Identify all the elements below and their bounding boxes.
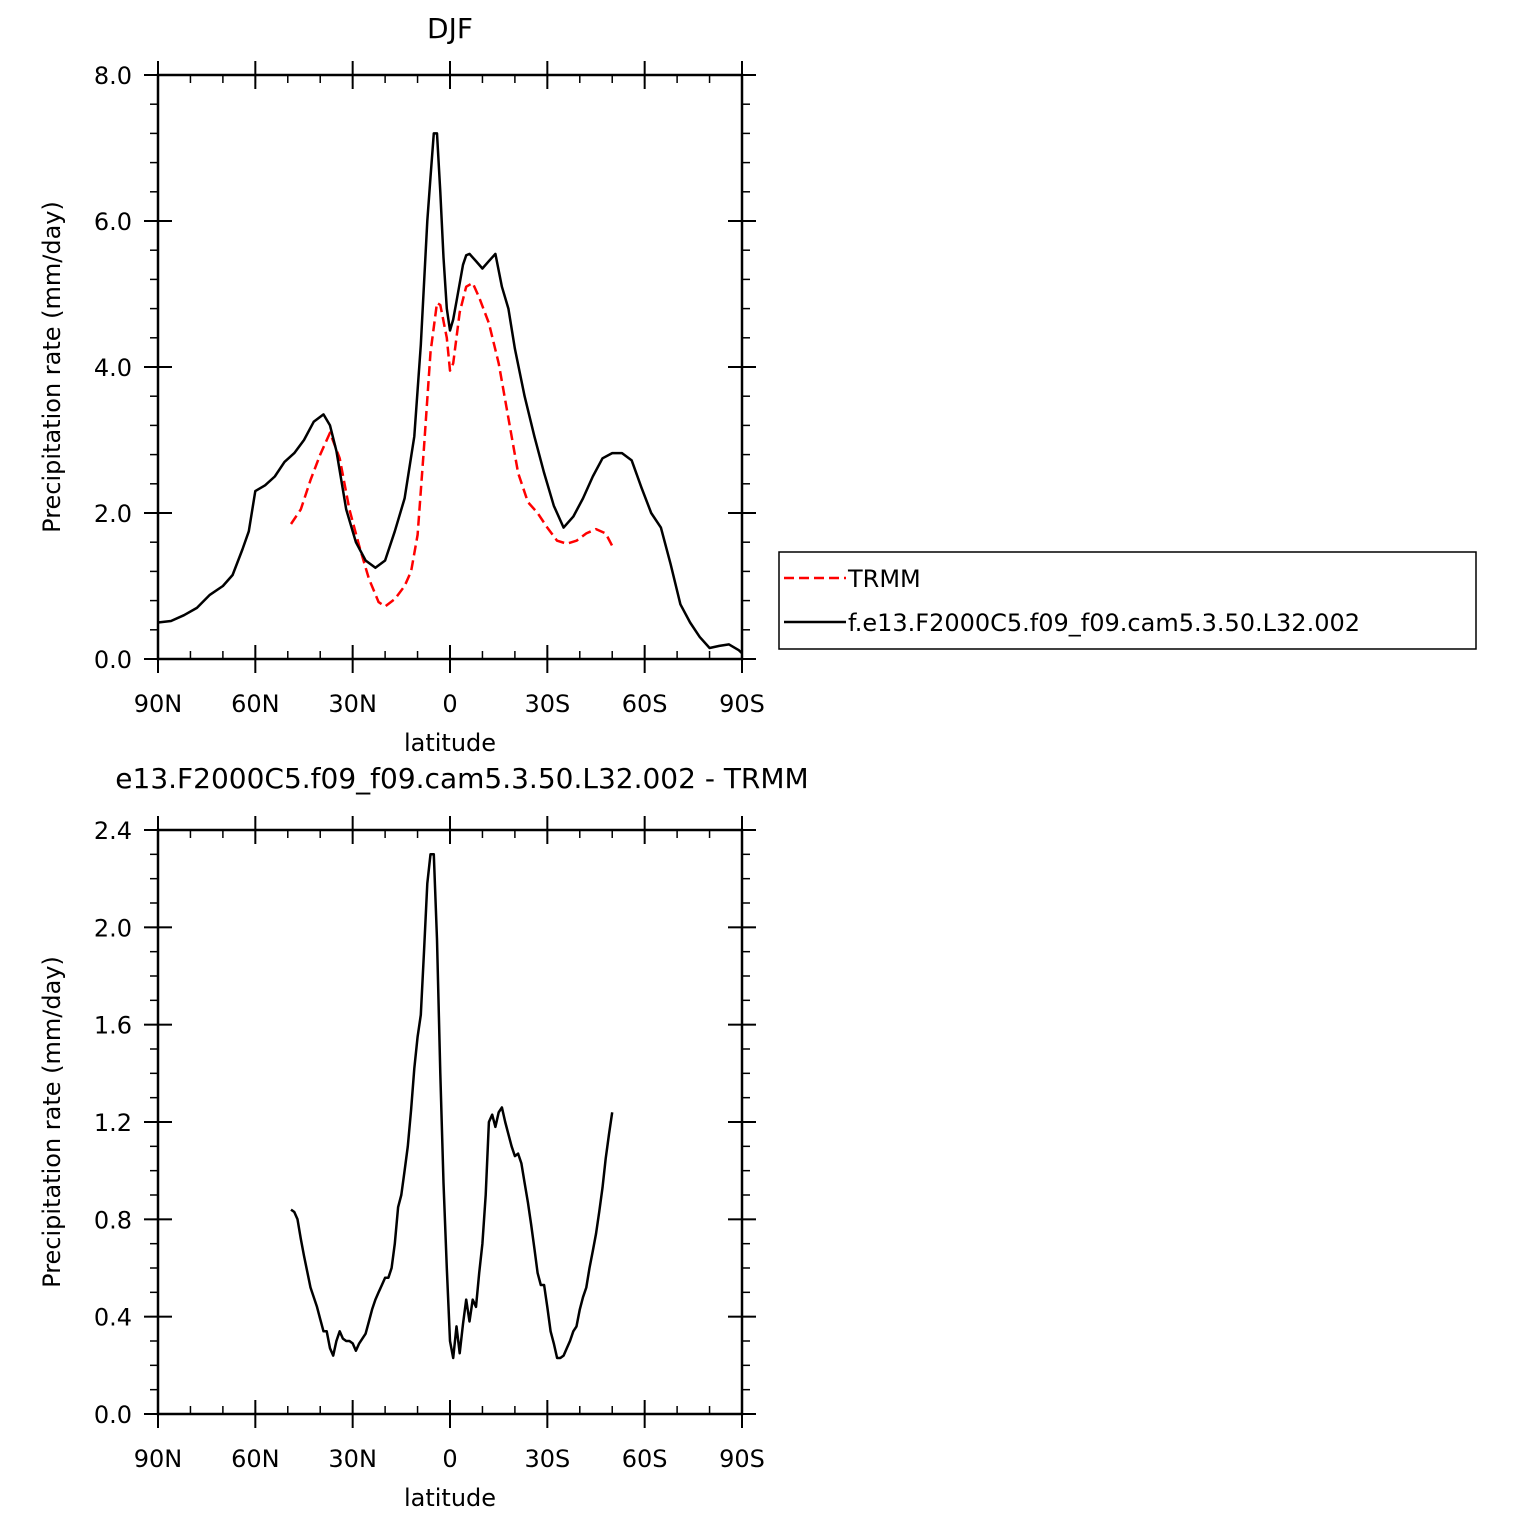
x-tick-label: 0	[442, 690, 457, 718]
x-tick-label: 30N	[328, 1445, 377, 1473]
chart-difference: e13.F2000C5.f09_f09.cam5.3.50.L32.002 - …	[38, 762, 809, 1512]
y-axis-label: Precipitation rate (mm/day)	[38, 956, 66, 1288]
y-tick-label: 2.0	[94, 914, 132, 942]
series-line-f-e13-f2000c5-f09-f09-cam5-3-50-l32-002	[157, 132, 743, 655]
chart-title: e13.F2000C5.f09_f09.cam5.3.50.L32.002 - …	[115, 762, 808, 795]
y-tick-label: 2.0	[94, 500, 132, 528]
legend-label-trmm: TRMM	[847, 565, 921, 593]
y-tick-label: 0.8	[94, 1206, 132, 1234]
x-tick-label: 30N	[328, 690, 377, 718]
x-tick-label: 60S	[622, 1445, 668, 1473]
x-axis-label: latitude	[404, 1484, 496, 1512]
plot-frame	[156, 828, 744, 1416]
x-tick-label: 90S	[719, 690, 765, 718]
chart-series	[157, 132, 743, 655]
chart-series	[290, 853, 614, 1360]
y-tick-label: 1.2	[94, 1109, 132, 1137]
x-tick-labels: 90N 60N 30N 0 30S 60S 90S	[134, 1445, 765, 1473]
legend-box	[778, 551, 1477, 650]
y-tick-label: 4.0	[94, 354, 132, 382]
chart-title: DJF	[427, 12, 473, 45]
y-tick-labels: 0.0 0.4 0.8 1.2 1.6 2.0 2.4	[94, 817, 132, 1429]
plot-frame	[156, 73, 744, 661]
x-tick-label: 90N	[134, 1445, 183, 1473]
x-tick-label: 60N	[231, 690, 280, 718]
y-tick-labels: 0.0 2.0 4.0 6.0 8.0	[94, 62, 132, 674]
x-tick-label: 90S	[719, 1445, 765, 1473]
y-tick-label: 6.0	[94, 208, 132, 236]
x-axis-label: latitude	[404, 729, 496, 757]
series-line-trmm	[289, 281, 614, 608]
series-line-difference	[290, 853, 614, 1360]
x-tick-label: 30S	[524, 690, 570, 718]
chart-djf: DJF 90N 60N 30N 0 30S 60S 90S 0.02.04.06.08.0 …	[38, 12, 765, 757]
chart-ticks	[144, 61, 756, 673]
x-tick-label: 30S	[524, 1445, 570, 1473]
x-tick-label: 60S	[622, 690, 668, 718]
y-tick-label: 0.0	[94, 1401, 132, 1429]
x-tick-label: 90N	[134, 690, 183, 718]
y-tick-label: 2.4	[94, 817, 132, 845]
y-tick-label: 8.0	[94, 62, 132, 90]
legend: TRMM f.e13.F2000C5.f09_f09.cam5.3.50.L32…	[778, 551, 1477, 650]
x-tick-label: 0	[442, 1445, 457, 1473]
y-tick-label: 0.0	[94, 646, 132, 674]
y-tick-label: 1.6	[94, 1012, 132, 1040]
y-axis-label: Precipitation rate (mm/day)	[38, 201, 66, 533]
x-tick-labels: 90N 60N 30N 0 30S 60S 90S	[134, 690, 765, 718]
y-tick-label: 0.4	[94, 1304, 132, 1332]
legend-label-model: f.e13.F2000C5.f09_f09.cam5.3.50.L32.002	[848, 609, 1360, 637]
x-tick-label: 60N	[231, 1445, 280, 1473]
